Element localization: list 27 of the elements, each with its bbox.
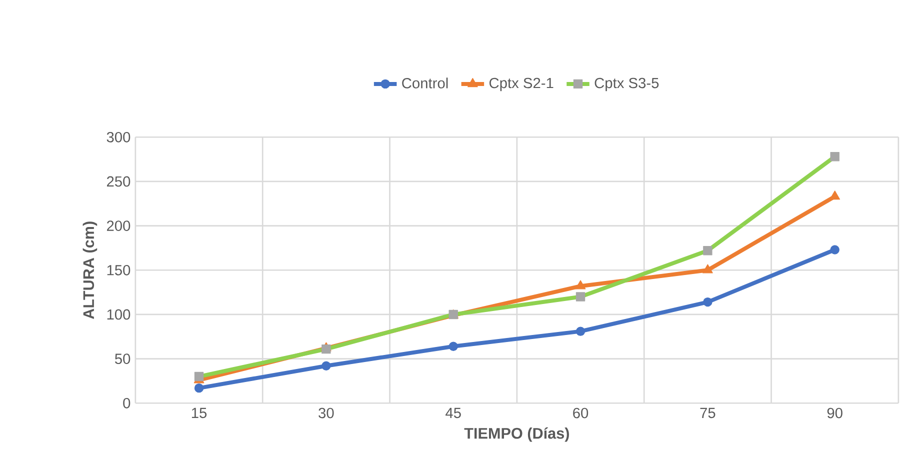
x-axis-title: TIEMPO (Días) <box>464 427 569 442</box>
y-tick-label: 0 <box>123 398 130 408</box>
point <box>448 342 458 351</box>
legend-label: Cptx S2-1 <box>489 78 554 92</box>
x-tick-label: 90 <box>827 408 842 418</box>
point <box>576 326 586 336</box>
x-tick-label: 15 <box>192 408 207 418</box>
point <box>830 245 840 254</box>
point <box>322 361 331 370</box>
point <box>702 264 713 274</box>
y-tick-label: 50 <box>114 354 130 364</box>
legend-label: Cptx S3-5 <box>594 78 659 92</box>
y-tick-label: 200 <box>106 220 130 231</box>
x-tick-label: 60 <box>573 408 588 418</box>
y-tick-label: 300 <box>106 132 130 142</box>
point <box>575 280 586 290</box>
point <box>703 297 712 307</box>
x-tick-label: 75 <box>700 408 716 418</box>
y-tick-label: 100 <box>107 309 130 320</box>
point <box>194 383 204 393</box>
y-axis-title: ALTURA (cm) <box>82 222 98 320</box>
x-tick-label: 45 <box>446 408 461 418</box>
y-tick-label: 250 <box>106 176 130 187</box>
x-tick-label: 30 <box>318 408 334 418</box>
legend-label: Control <box>402 78 448 88</box>
y-tick-label: 150 <box>107 264 130 276</box>
point <box>830 190 840 200</box>
